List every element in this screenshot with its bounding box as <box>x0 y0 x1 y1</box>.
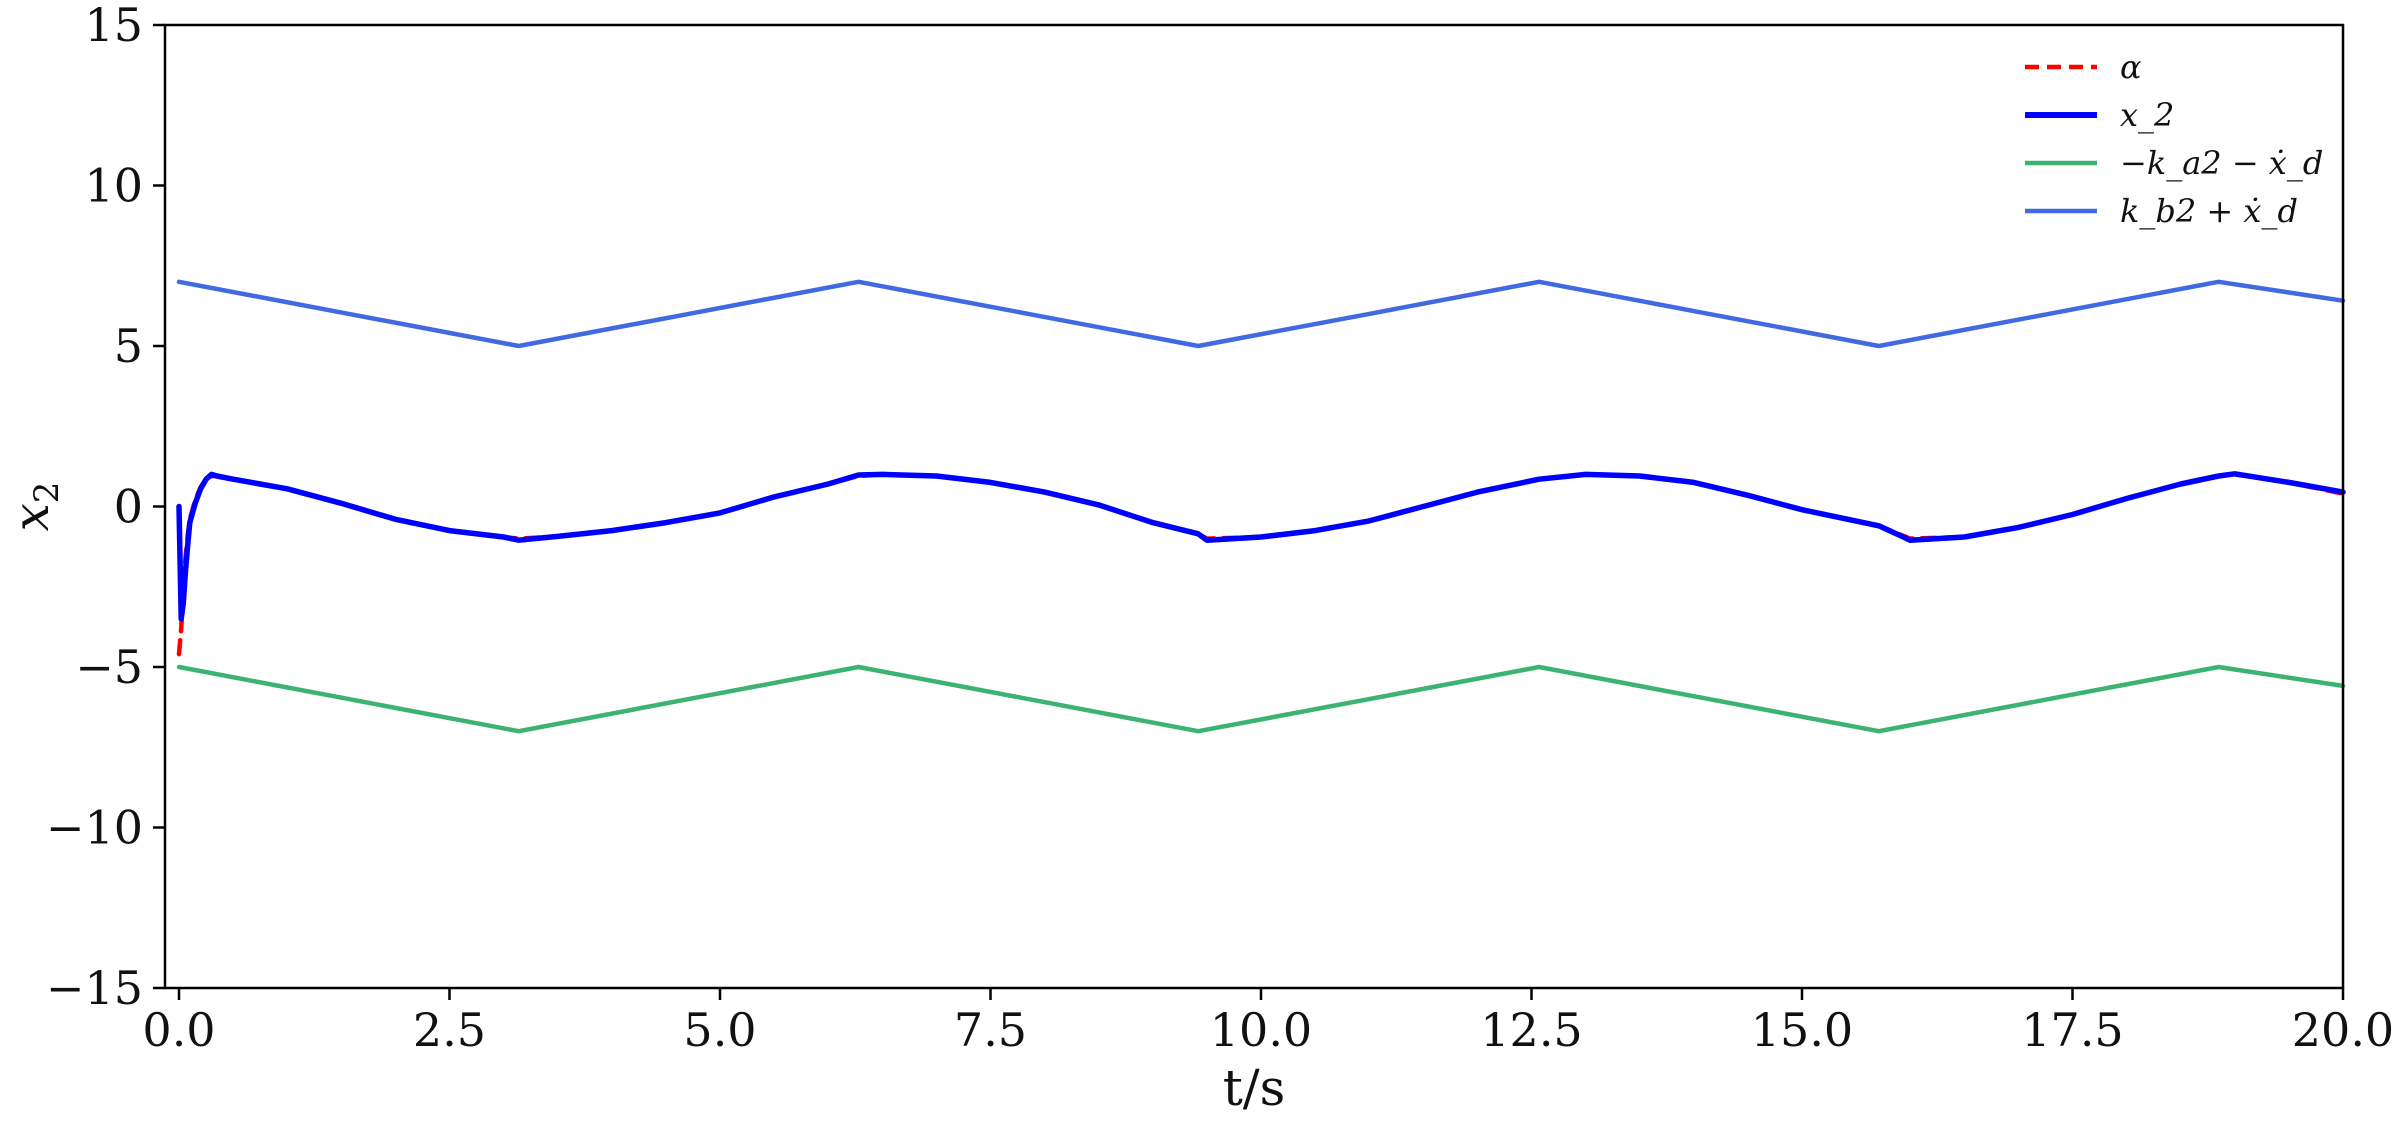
y-tick-label: 15 <box>84 0 143 52</box>
y-tick-label: −15 <box>46 961 143 1015</box>
legend-label: α <box>2120 48 2142 86</box>
y-tick-label: −5 <box>75 640 143 694</box>
y-tick-label: 10 <box>84 159 143 213</box>
y-axis: −15 −10 −5 0 5 10 15 <box>46 0 165 1015</box>
legend-label: −k_a2 − ẋ_d <box>2120 144 2323 182</box>
series-line-3 <box>176 279 2346 349</box>
x-tick-label: 15.0 <box>1751 1003 1853 1057</box>
x-tick-label: 7.5 <box>954 1003 1027 1057</box>
x-axis: 0.0 2.5 5.0 7.5 10.0 12.5 15.0 17.5 20.0 <box>142 988 2394 1057</box>
y-axis-label-base: x <box>2 503 60 531</box>
series-line-1 <box>176 471 2346 622</box>
y-tick-label: 5 <box>114 319 143 373</box>
x-tick-label: 10.0 <box>1210 1003 1312 1057</box>
series-line-2 <box>176 664 2346 734</box>
legend: α x_2 −k_a2 − ẋ_d k_b2 + ẋ_d <box>2025 48 2323 230</box>
x-tick-label: 20.0 <box>2292 1003 2394 1057</box>
x-tick-label: 17.5 <box>2021 1003 2123 1057</box>
x-tick-label: 2.5 <box>413 1003 486 1057</box>
y-axis-label-subscript: 2 <box>27 482 67 504</box>
x-tick-label: 0.0 <box>142 1003 215 1057</box>
legend-label: x_2 <box>2120 96 2174 134</box>
y-tick-label: −10 <box>46 801 143 855</box>
y-axis-label: x2 <box>2 482 67 532</box>
series-layer <box>176 279 2346 734</box>
x-tick-label: 5.0 <box>683 1003 756 1057</box>
y-tick-label: 0 <box>114 480 143 534</box>
x-axis-label: t/s <box>1223 1059 1286 1117</box>
x-tick-label: 12.5 <box>1480 1003 1582 1057</box>
legend-label: k_b2 + ẋ_d <box>2120 192 2298 230</box>
